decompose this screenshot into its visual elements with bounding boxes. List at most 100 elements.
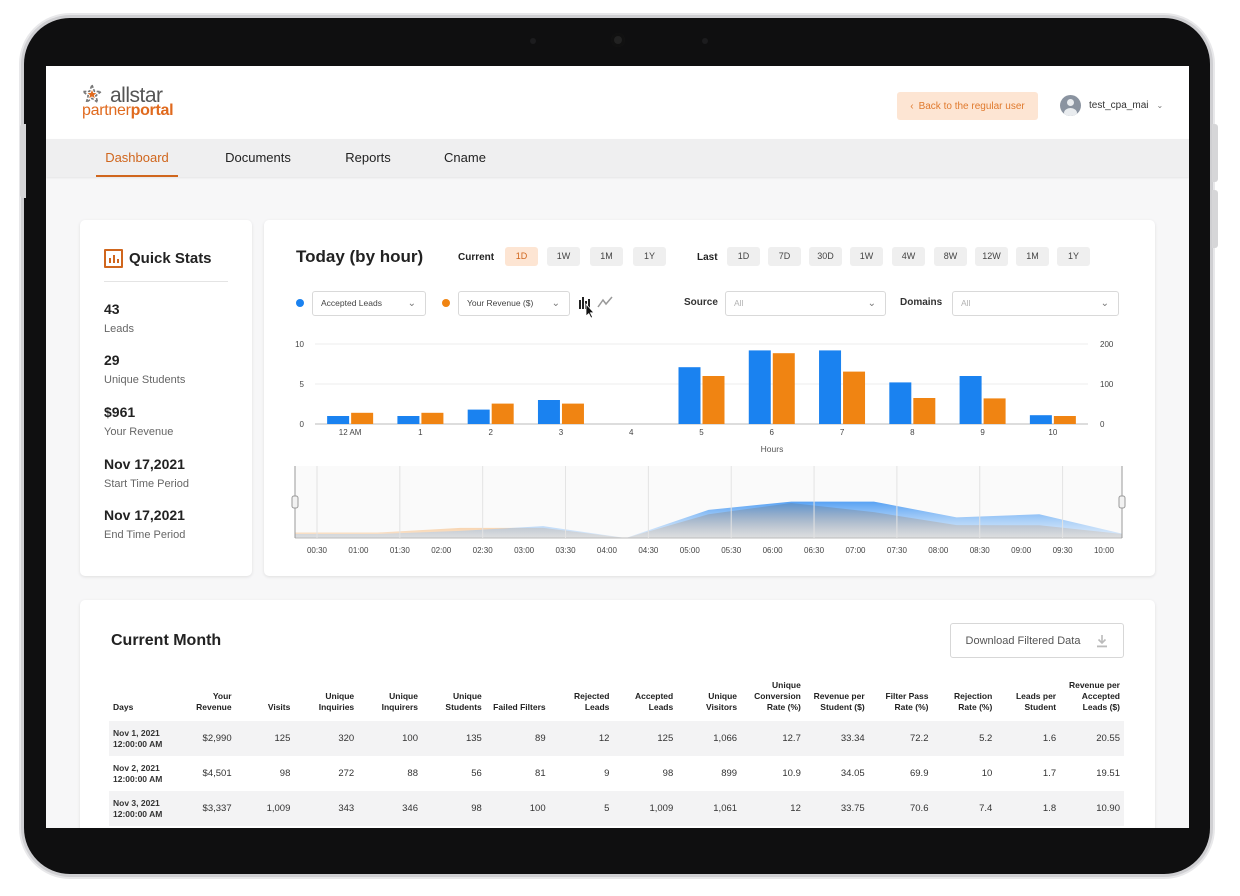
download-filtered-data-button[interactable]: Download Filtered Data xyxy=(950,623,1124,658)
metric-right-select[interactable]: Your Revenue ($) ⌄ xyxy=(458,291,570,316)
table-cell: 125 xyxy=(657,733,674,744)
navigator-tick-label: 09:30 xyxy=(1053,546,1074,555)
source-placeholder: All xyxy=(734,298,744,308)
column-header[interactable]: Unique Inquirers xyxy=(381,691,418,712)
range-last-1y[interactable]: 1Y xyxy=(1057,247,1090,266)
bar-revenue xyxy=(983,398,1006,424)
range-navigator[interactable]: 00:30 01:00 01:30 02:00 02:30 03:00 03:30 04:00… xyxy=(291,466,1126,555)
range-last-4w[interactable]: 4W xyxy=(892,247,925,266)
column-header[interactable]: Accepted Leads xyxy=(634,691,674,712)
range-last-1m[interactable]: 1M xyxy=(1016,247,1049,266)
stat-value: Nov 17,2021 xyxy=(104,456,185,472)
tab-dashboard[interactable]: Dashboard xyxy=(96,139,178,177)
domains-select[interactable]: All ⌄ xyxy=(952,291,1119,316)
y-right-tick-label: 100 xyxy=(1100,380,1114,389)
chevron-down-icon: ⌄ xyxy=(407,298,416,309)
tab-reports[interactable]: Reports xyxy=(345,150,391,165)
navigator-tick-label: 06:30 xyxy=(804,546,825,555)
column-header[interactable]: Unique Conversion Rate (%) xyxy=(754,680,801,712)
volume-button xyxy=(1212,124,1218,182)
column-header[interactable]: Days xyxy=(113,702,134,712)
column-header[interactable]: Unique Students xyxy=(445,691,482,712)
table-cell: 5 xyxy=(604,803,610,814)
series-dot-revenue xyxy=(442,299,450,307)
bar-chart-icon xyxy=(104,249,123,268)
tab-cname[interactable]: Cname xyxy=(444,150,486,165)
range-last-7d[interactable]: 7D xyxy=(768,247,801,266)
bar-accepted-leads xyxy=(1029,415,1052,424)
bar-accepted-leads xyxy=(467,409,490,424)
chart-type-toggle[interactable] xyxy=(578,294,618,318)
navigator-tick-label: 08:30 xyxy=(970,546,991,555)
column-header[interactable]: Revenue per Accepted Leads ($) xyxy=(1068,680,1120,712)
source-select[interactable]: All ⌄ xyxy=(725,291,886,316)
stat-value: $961 xyxy=(104,404,136,420)
range-last-12w[interactable]: 12W xyxy=(975,247,1008,266)
bar-accepted-leads xyxy=(678,367,701,424)
column-header[interactable]: Revenue per Student ($) xyxy=(813,691,865,712)
back-to-regular-user-button[interactable]: ‹ Back to the regular user xyxy=(897,92,1038,120)
table-row: Nov 1, 2021 12:00:00 AM $2,990 125 320 100 13… xyxy=(109,721,1124,756)
range-last-30d[interactable]: 30D xyxy=(809,247,842,266)
navigator-right-handle[interactable] xyxy=(1118,495,1126,509)
table-cell: 1,009 xyxy=(266,803,291,814)
range-last-1w[interactable]: 1W xyxy=(850,247,883,266)
bar-revenue xyxy=(843,371,866,424)
table-cell: 89 xyxy=(535,733,546,744)
bar-accepted-leads xyxy=(397,416,420,424)
stat-label: Start Time Period xyxy=(104,478,189,490)
y-left-tick-label: 0 xyxy=(300,420,305,429)
table-cell: 100 xyxy=(402,733,418,744)
range-current-1w[interactable]: 1W xyxy=(547,247,580,266)
stat-leads: 43 Leads xyxy=(104,301,134,335)
column-header[interactable]: Rejected Leads xyxy=(573,691,610,712)
table-cell: 1.8 xyxy=(1042,803,1057,814)
range-current-1y[interactable]: 1Y xyxy=(633,247,666,266)
column-header[interactable]: Filter Pass Rate (%) xyxy=(885,691,929,712)
stat-label: Your Revenue xyxy=(104,426,174,438)
volume-button xyxy=(1212,190,1218,248)
range-current-1d[interactable]: 1D xyxy=(505,247,538,266)
table-cell: 19.51 xyxy=(1096,768,1120,779)
column-header[interactable]: Your Revenue xyxy=(196,691,232,712)
navigator-left-handle[interactable] xyxy=(291,495,299,509)
column-header[interactable]: Unique Inquiries xyxy=(318,691,355,712)
source-label: Source xyxy=(684,297,718,308)
table-cell: 70.6 xyxy=(909,803,929,814)
table-cell: 272 xyxy=(338,768,355,779)
column-header[interactable]: Visits xyxy=(267,702,291,712)
current-month-table: Days Your Revenue Visits Unique Inquiries Un… xyxy=(109,680,1124,826)
user-menu[interactable]: test_cpa_mai ⌄ xyxy=(1060,95,1163,116)
stat-label: Unique Students xyxy=(104,374,186,386)
table-cell: 1,066 xyxy=(713,733,738,744)
bar-accepted-leads xyxy=(889,382,912,424)
navigator-tick-label: 07:30 xyxy=(887,546,908,555)
bar-revenue xyxy=(491,403,514,424)
column-header[interactable]: Failed Filters xyxy=(493,702,546,712)
download-label: Download Filtered Data xyxy=(965,634,1081,647)
bar-accepted-leads xyxy=(819,350,842,424)
range-last-1d[interactable]: 1D xyxy=(727,247,760,266)
pointer-cursor-icon xyxy=(585,302,595,318)
column-header[interactable]: Rejection Rate (%) xyxy=(954,691,993,712)
x-axis-title: Hours xyxy=(761,444,784,454)
hourly-chart-card: Today (by hour) Current 1D 1W 1M 1Y Last… xyxy=(264,220,1155,576)
table-cell: 135 xyxy=(465,733,482,744)
stat-label: Leads xyxy=(104,323,134,335)
navigator-tick-label: 03:00 xyxy=(514,546,535,555)
navigator-tick-label: 04:00 xyxy=(597,546,618,555)
table-cell: $4,501 xyxy=(202,768,232,779)
current-month-title: Current Month xyxy=(111,632,222,649)
table-cell: 98 xyxy=(471,803,482,814)
range-current-1m[interactable]: 1M xyxy=(590,247,623,266)
metric-left-select[interactable]: Accepted Leads ⌄ xyxy=(312,291,426,316)
table-cell: 1,061 xyxy=(713,803,738,814)
bar-revenue xyxy=(702,376,725,424)
navigator-tick-label: 02:00 xyxy=(431,546,452,555)
column-header[interactable]: Unique Visitors xyxy=(706,691,738,712)
column-header[interactable]: Leads per Student xyxy=(1015,691,1057,712)
tab-documents[interactable]: Documents xyxy=(225,150,291,165)
range-last-8w[interactable]: 8W xyxy=(934,247,967,266)
x-tick-label: 7 xyxy=(840,428,845,437)
